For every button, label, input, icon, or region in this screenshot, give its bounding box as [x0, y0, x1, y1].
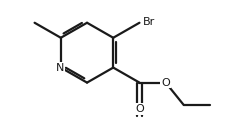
Text: Br: Br: [143, 17, 155, 27]
Text: O: O: [161, 78, 170, 88]
Text: N: N: [56, 63, 64, 73]
Text: O: O: [135, 104, 144, 114]
